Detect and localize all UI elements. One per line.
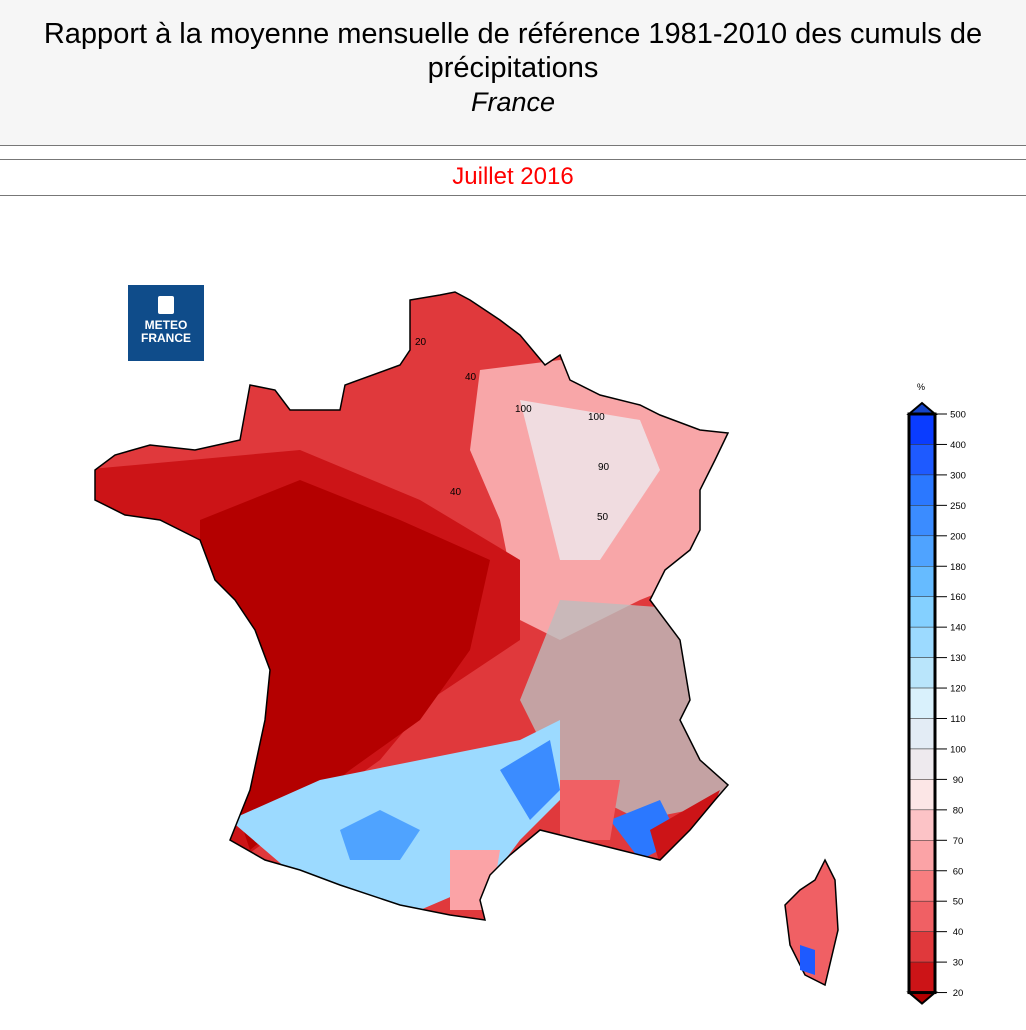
meteo-france-logo: METEO FRANCE [128,285,204,361]
legend-tick-label: 120 [950,684,966,695]
legend-tick-label: 400 [950,440,966,451]
legend-tick-label: 100 [950,744,966,755]
legend-tick-label: 200 [950,531,966,542]
legend-tick-label: 140 [950,623,966,634]
legend-swatch [908,626,936,658]
legend-tick-label: 130 [950,653,966,664]
legend-swatch [908,900,936,932]
title-panel: Rapport à la moyenne mensuelle de référe… [0,0,1026,146]
legend-swatch [908,657,936,689]
legend-under-arrow [906,991,938,1005]
legend-swatch [908,596,936,628]
legend-swatch [908,748,936,780]
map-region: France [470,87,556,117]
period-label: Juillet 2016 [0,159,1026,196]
legend-tick-label: 70 [953,836,964,847]
legend-over-arrow [906,401,938,415]
corsica [784,858,839,987]
legend-unit: % [917,382,925,392]
legend-swatch [908,505,936,537]
legend-swatch [908,566,936,597]
map-title: Rapport à la moyenne mensuelle de référe… [43,18,983,84]
legend-swatch [908,413,936,445]
contour-label: 100 [515,404,532,415]
legend-tick-label: 500 [950,410,966,421]
legend-swatch [908,961,936,993]
legend-swatch [908,870,936,902]
contour-label: 100 [588,412,605,423]
legend-swatch [908,840,936,871]
logo-line1: METEO [144,318,188,332]
contour-label: 40 [450,487,462,498]
legend-swatch [908,779,936,811]
legend-swatch [908,687,936,719]
logo-line2: FRANCE [141,331,191,345]
legend-tick-label: 300 [950,470,966,481]
contour-label: 50 [597,512,609,523]
legend-tick-label: 50 [953,897,964,908]
logo-symbol-icon [158,296,174,314]
legend-tick-label: 80 [953,805,964,816]
legend-tick-label: 160 [950,592,966,603]
legend-tick-label: 90 [953,775,964,786]
legend-tick-label: 110 [950,714,965,725]
legend-tick-label: 30 [953,958,964,969]
legend-tick-label: 40 [953,927,964,938]
legend-tick-label: 180 [950,562,966,573]
contour-label: 40 [465,372,477,383]
color-legend: % 500 400 300 250 200 180 160 140 130 120 110 100 90… [906,382,966,1005]
contour-label: 90 [598,462,610,473]
legend-frame [907,412,937,995]
legend-swatch [908,474,936,506]
legend-swatch [908,718,936,750]
legend-swatch [908,444,936,476]
legend-tick-label: 20 [953,988,964,999]
legend-swatch [908,931,936,963]
france-mainland [95,292,728,920]
legend-tick-label: 60 [953,866,964,877]
legend-swatch [908,809,936,841]
legend-swatch [908,535,936,567]
contour-label: 20 [415,337,427,348]
legend-tick-label: 250 [950,501,966,512]
